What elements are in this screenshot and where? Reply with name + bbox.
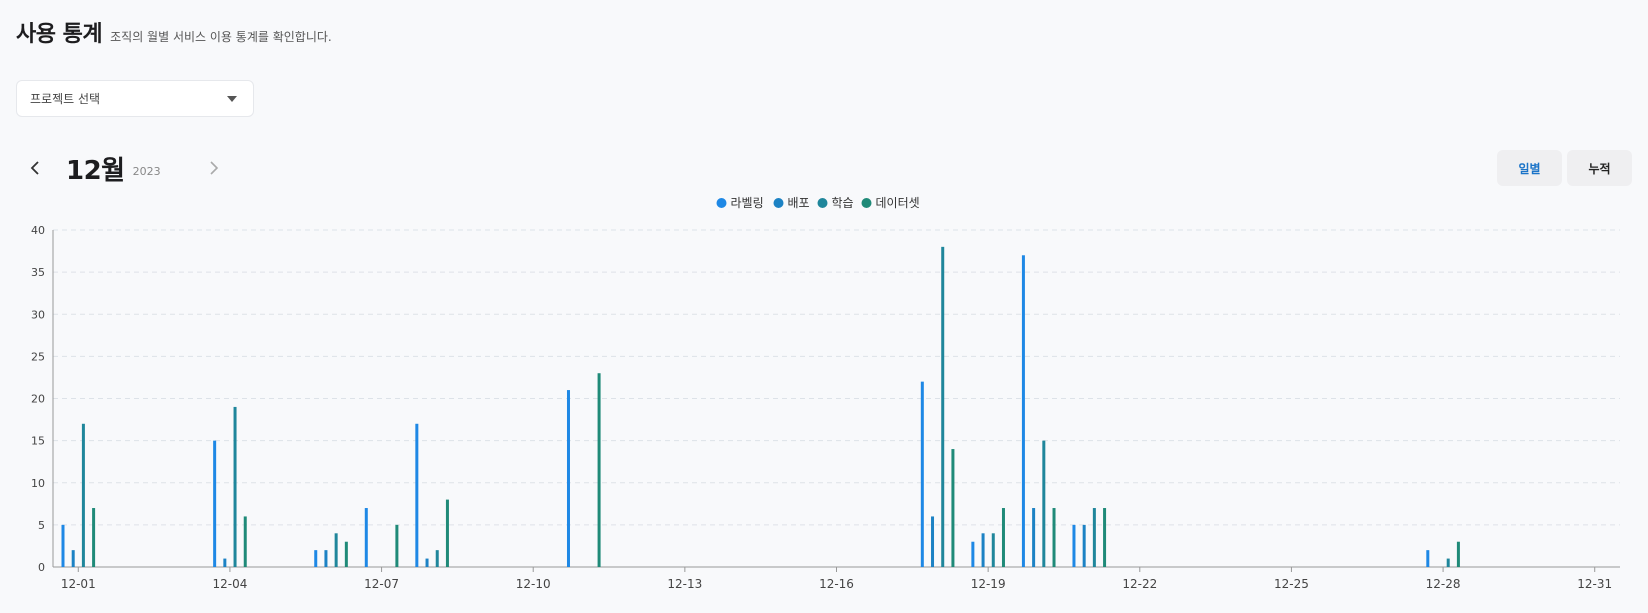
- prev-month-button[interactable]: [26, 156, 44, 180]
- y-tick-label: 25: [31, 350, 45, 363]
- x-tick-label: 12-16: [819, 577, 854, 591]
- bar-dataset[interactable]: [445, 499, 449, 567]
- chevron-left-icon: [30, 161, 39, 175]
- chart-grid: [53, 229, 1620, 526]
- legend-label: 라벨링: [731, 196, 764, 210]
- bar-dataset[interactable]: [1456, 541, 1460, 567]
- bar-dataset[interactable]: [951, 449, 955, 567]
- legend-item[interactable]: 학습: [817, 196, 854, 210]
- x-tick-label: 12-07: [364, 577, 399, 591]
- bar-dataset[interactable]: [1052, 508, 1056, 567]
- bar-dataset[interactable]: [395, 524, 399, 567]
- bar-deploy[interactable]: [71, 550, 75, 567]
- legend-dot: [716, 198, 727, 208]
- bar-deploy[interactable]: [223, 558, 227, 567]
- bar-deploy[interactable]: [931, 516, 935, 567]
- next-month-button[interactable]: [205, 156, 223, 180]
- current-month: 12월: [66, 155, 125, 186]
- y-tick-label: 20: [31, 393, 45, 406]
- legend-label: 데이터셋: [876, 196, 920, 210]
- bar-labeling[interactable]: [566, 390, 570, 567]
- bar-dataset[interactable]: [243, 516, 247, 567]
- y-tick-label: 40: [31, 224, 45, 237]
- legend-label: 학습: [832, 196, 854, 210]
- bar-labeling[interactable]: [61, 524, 65, 567]
- chart-legend: 라벨링 배포 학습 데이터셋: [716, 196, 920, 210]
- daily-view-button[interactable]: 일별: [1497, 150, 1562, 186]
- x-tick-label: 12-22: [1122, 577, 1157, 591]
- bar-deploy[interactable]: [425, 558, 429, 567]
- project-select-label: 프로젝트 선택: [30, 92, 101, 106]
- chevron-right-icon: [210, 161, 218, 175]
- bar-dataset[interactable]: [1001, 508, 1005, 567]
- x-tick-label: 12-19: [971, 577, 1006, 591]
- bar-deploy[interactable]: [324, 550, 328, 567]
- bar-training[interactable]: [81, 423, 85, 567]
- x-tick-label: 12-04: [212, 577, 247, 591]
- legend-dot: [861, 198, 872, 208]
- bar-labeling[interactable]: [314, 550, 318, 567]
- bar-deploy[interactable]: [1082, 524, 1086, 567]
- bar-deploy[interactable]: [1032, 508, 1036, 567]
- cumulative-view-button[interactable]: 누적: [1567, 150, 1632, 186]
- bar-dataset[interactable]: [597, 373, 601, 567]
- bar-training[interactable]: [435, 550, 439, 567]
- project-select-dropdown[interactable]: 프로젝트 선택: [16, 80, 254, 117]
- x-tick-label: 12-13: [667, 577, 702, 591]
- bar-training[interactable]: [334, 533, 338, 567]
- page-subtitle: 조직의 월별 서비스 이용 통계를 확인합니다.: [110, 30, 332, 44]
- x-tick-label: 12-25: [1274, 577, 1309, 591]
- x-tick-label: 12-28: [1426, 577, 1461, 591]
- bar-labeling[interactable]: [1426, 550, 1430, 567]
- legend-label: 배포: [788, 196, 810, 210]
- bar-dataset[interactable]: [92, 508, 96, 567]
- chart-bars: [61, 246, 1460, 567]
- current-year: 2023: [132, 164, 161, 178]
- bar-training[interactable]: [1042, 440, 1046, 567]
- y-tick-label: 5: [38, 519, 45, 532]
- y-tick-label: 15: [31, 435, 45, 448]
- bar-deploy[interactable]: [981, 533, 985, 567]
- bar-labeling[interactable]: [1072, 524, 1076, 567]
- bar-labeling[interactable]: [1021, 255, 1025, 567]
- bar-training[interactable]: [1446, 558, 1450, 567]
- legend-item[interactable]: 배포: [773, 196, 810, 210]
- bar-labeling[interactable]: [213, 440, 217, 567]
- x-tick-label: 12-10: [516, 577, 551, 591]
- view-toggle: 일별 누적: [1497, 150, 1632, 186]
- page-title: 사용 통계: [16, 22, 103, 47]
- bar-labeling[interactable]: [364, 508, 368, 567]
- y-tick-label: 10: [31, 477, 45, 490]
- legend-item[interactable]: 라벨링: [716, 196, 764, 210]
- y-tick-label: 30: [31, 308, 45, 321]
- bar-labeling[interactable]: [971, 541, 975, 567]
- bar-labeling[interactable]: [920, 381, 924, 567]
- x-tick-label: 12-31: [1577, 577, 1612, 591]
- bar-dataset[interactable]: [344, 541, 348, 567]
- bar-labeling[interactable]: [415, 423, 419, 567]
- y-tick-label: 35: [31, 266, 45, 279]
- bar-dataset[interactable]: [1103, 508, 1107, 567]
- y-tick-label: 0: [38, 561, 45, 574]
- caret-down-icon: [227, 95, 237, 102]
- bar-training[interactable]: [1092, 508, 1096, 567]
- legend-item[interactable]: 데이터셋: [861, 196, 920, 210]
- bar-training[interactable]: [991, 533, 995, 567]
- month-navigation: 12월 2023: [26, 148, 223, 188]
- bar-training[interactable]: [233, 406, 237, 567]
- y-axis: 0 5 10 15 20 25 30 35 40: [31, 224, 54, 574]
- legend-dot: [817, 198, 828, 208]
- legend-dot: [773, 198, 784, 208]
- x-axis: 12-01 12-04 12-07 12-10 12-13 12-16 12-19 12-22…: [53, 566, 1620, 591]
- x-tick-label: 12-01: [61, 577, 96, 591]
- bar-training[interactable]: [941, 246, 945, 567]
- page-header: 사용 통계 조직의 월별 서비스 이용 통계를 확인합니다.: [16, 16, 332, 48]
